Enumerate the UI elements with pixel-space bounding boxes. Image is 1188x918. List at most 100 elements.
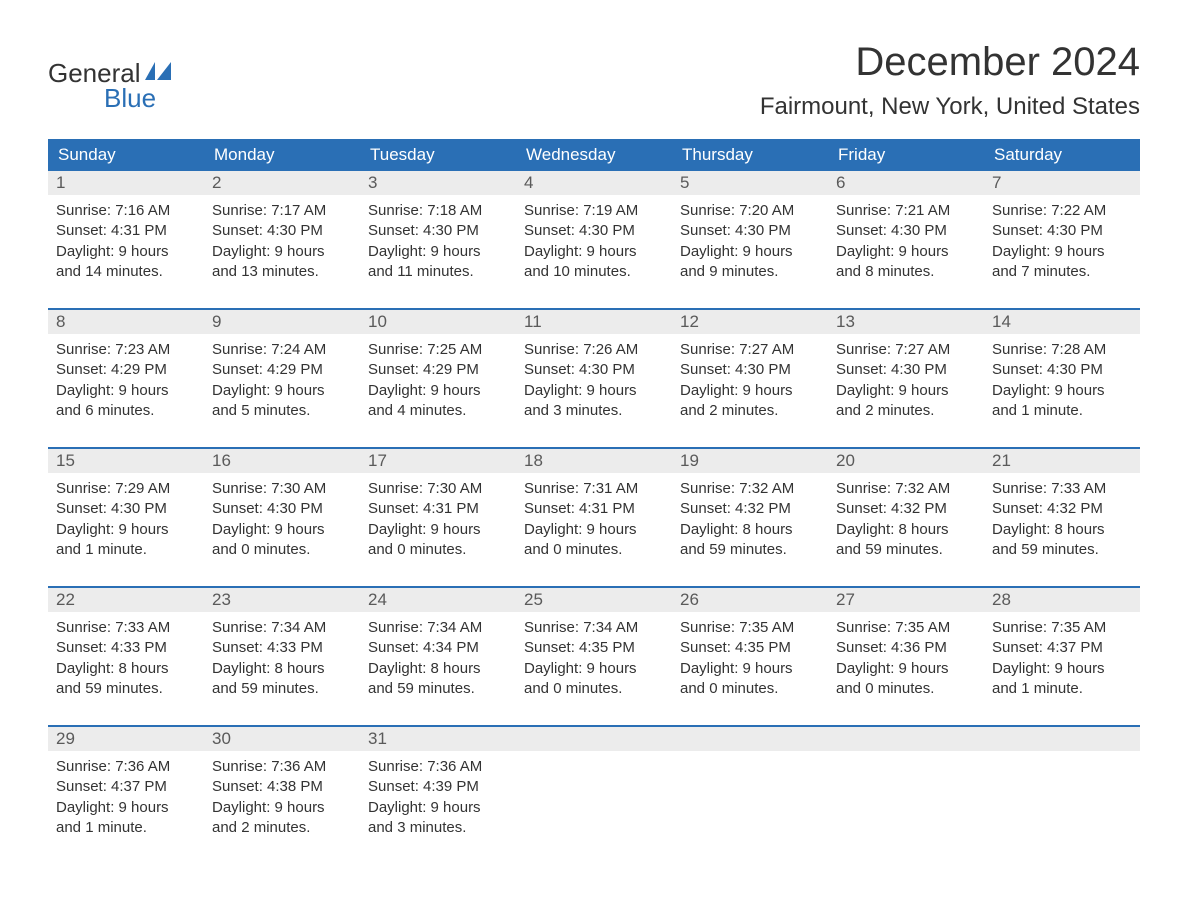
day-number: 1 [48, 171, 204, 195]
day-dl2: and 0 minutes. [368, 540, 508, 560]
day-cell: Sunrise: 7:22 AMSunset: 4:30 PMDaylight:… [984, 195, 1140, 290]
day-number-row: 891011121314 [48, 310, 1140, 334]
day-cell: Sunrise: 7:32 AMSunset: 4:32 PMDaylight:… [672, 473, 828, 568]
day-dl1: Daylight: 9 hours [680, 381, 820, 401]
day-sunset: Sunset: 4:33 PM [56, 638, 196, 658]
day-dl1: Daylight: 9 hours [524, 659, 664, 679]
day-sunset: Sunset: 4:36 PM [836, 638, 976, 658]
day-sunrise: Sunrise: 7:30 AM [368, 479, 508, 499]
day-number: 24 [360, 588, 516, 612]
day-cell: Sunrise: 7:33 AMSunset: 4:32 PMDaylight:… [984, 473, 1140, 568]
day-number-row: 15161718192021 [48, 449, 1140, 473]
day-number: 10 [360, 310, 516, 334]
day-number [516, 727, 672, 751]
day-sunrise: Sunrise: 7:24 AM [212, 340, 352, 360]
weekday-tuesday: Tuesday [360, 139, 516, 171]
day-number [984, 727, 1140, 751]
day-dl1: Daylight: 9 hours [56, 520, 196, 540]
day-sunset: Sunset: 4:35 PM [524, 638, 664, 658]
day-sunset: Sunset: 4:30 PM [212, 221, 352, 241]
day-sunrise: Sunrise: 7:17 AM [212, 201, 352, 221]
calendar: Sunday Monday Tuesday Wednesday Thursday… [48, 139, 1140, 846]
day-dl2: and 6 minutes. [56, 401, 196, 421]
day-number: 20 [828, 449, 984, 473]
day-sunrise: Sunrise: 7:35 AM [992, 618, 1132, 638]
day-number: 19 [672, 449, 828, 473]
day-cell: Sunrise: 7:31 AMSunset: 4:31 PMDaylight:… [516, 473, 672, 568]
day-sunrise: Sunrise: 7:27 AM [680, 340, 820, 360]
day-sunset: Sunset: 4:34 PM [368, 638, 508, 658]
brand-logo: General Blue [48, 58, 173, 114]
weekday-friday: Friday [828, 139, 984, 171]
day-number-row: 1234567 [48, 171, 1140, 195]
day-number: 9 [204, 310, 360, 334]
day-dl2: and 59 minutes. [992, 540, 1132, 560]
day-dl1: Daylight: 9 hours [368, 381, 508, 401]
day-cell [516, 751, 672, 846]
day-dl1: Daylight: 9 hours [368, 242, 508, 262]
day-sunset: Sunset: 4:30 PM [524, 360, 664, 380]
weekday-header-row: Sunday Monday Tuesday Wednesday Thursday… [48, 139, 1140, 171]
day-sunset: Sunset: 4:30 PM [212, 499, 352, 519]
day-dl1: Daylight: 9 hours [992, 381, 1132, 401]
day-dl1: Daylight: 9 hours [368, 798, 508, 818]
day-sunrise: Sunrise: 7:23 AM [56, 340, 196, 360]
day-number: 3 [360, 171, 516, 195]
day-cell: Sunrise: 7:34 AMSunset: 4:35 PMDaylight:… [516, 612, 672, 707]
day-sunset: Sunset: 4:31 PM [56, 221, 196, 241]
day-dl1: Daylight: 9 hours [212, 381, 352, 401]
day-number: 18 [516, 449, 672, 473]
day-cell: Sunrise: 7:30 AMSunset: 4:31 PMDaylight:… [360, 473, 516, 568]
title-block: December 2024 Fairmount, New York, Unite… [760, 40, 1140, 133]
day-cell: Sunrise: 7:28 AMSunset: 4:30 PMDaylight:… [984, 334, 1140, 429]
day-sunrise: Sunrise: 7:21 AM [836, 201, 976, 221]
location-text: Fairmount, New York, United States [760, 93, 1140, 121]
day-dl2: and 7 minutes. [992, 262, 1132, 282]
day-sunrise: Sunrise: 7:28 AM [992, 340, 1132, 360]
day-sunset: Sunset: 4:38 PM [212, 777, 352, 797]
day-cell: Sunrise: 7:25 AMSunset: 4:29 PMDaylight:… [360, 334, 516, 429]
day-dl1: Daylight: 9 hours [56, 242, 196, 262]
day-cell [672, 751, 828, 846]
day-cell: Sunrise: 7:27 AMSunset: 4:30 PMDaylight:… [672, 334, 828, 429]
day-sunrise: Sunrise: 7:35 AM [836, 618, 976, 638]
day-number-row: 22232425262728 [48, 588, 1140, 612]
day-dl1: Daylight: 9 hours [212, 798, 352, 818]
day-dl2: and 1 minute. [56, 818, 196, 838]
day-cell: Sunrise: 7:24 AMSunset: 4:29 PMDaylight:… [204, 334, 360, 429]
day-number: 8 [48, 310, 204, 334]
day-cell: Sunrise: 7:33 AMSunset: 4:33 PMDaylight:… [48, 612, 204, 707]
day-dl1: Daylight: 8 hours [992, 520, 1132, 540]
day-dl1: Daylight: 9 hours [56, 798, 196, 818]
day-dl2: and 0 minutes. [836, 679, 976, 699]
calendar-week: 22232425262728Sunrise: 7:33 AMSunset: 4:… [48, 586, 1140, 707]
day-dl1: Daylight: 9 hours [992, 659, 1132, 679]
day-cell: Sunrise: 7:29 AMSunset: 4:30 PMDaylight:… [48, 473, 204, 568]
day-sunrise: Sunrise: 7:34 AM [212, 618, 352, 638]
day-dl1: Daylight: 9 hours [524, 381, 664, 401]
day-dl2: and 14 minutes. [56, 262, 196, 282]
day-sunrise: Sunrise: 7:26 AM [524, 340, 664, 360]
day-sunrise: Sunrise: 7:31 AM [524, 479, 664, 499]
day-sunset: Sunset: 4:32 PM [836, 499, 976, 519]
day-cell: Sunrise: 7:32 AMSunset: 4:32 PMDaylight:… [828, 473, 984, 568]
day-sunrise: Sunrise: 7:27 AM [836, 340, 976, 360]
day-dl2: and 13 minutes. [212, 262, 352, 282]
day-dl2: and 59 minutes. [368, 679, 508, 699]
day-sunset: Sunset: 4:29 PM [368, 360, 508, 380]
day-number: 11 [516, 310, 672, 334]
day-sunset: Sunset: 4:32 PM [992, 499, 1132, 519]
weekday-monday: Monday [204, 139, 360, 171]
day-dl2: and 2 minutes. [212, 818, 352, 838]
day-number: 27 [828, 588, 984, 612]
day-cell: Sunrise: 7:20 AMSunset: 4:30 PMDaylight:… [672, 195, 828, 290]
day-dl1: Daylight: 9 hours [992, 242, 1132, 262]
day-number: 21 [984, 449, 1140, 473]
day-dl2: and 8 minutes. [836, 262, 976, 282]
day-sunrise: Sunrise: 7:22 AM [992, 201, 1132, 221]
day-cell: Sunrise: 7:34 AMSunset: 4:33 PMDaylight:… [204, 612, 360, 707]
day-sunset: Sunset: 4:32 PM [680, 499, 820, 519]
day-dl2: and 5 minutes. [212, 401, 352, 421]
day-number: 23 [204, 588, 360, 612]
day-dl2: and 0 minutes. [680, 679, 820, 699]
